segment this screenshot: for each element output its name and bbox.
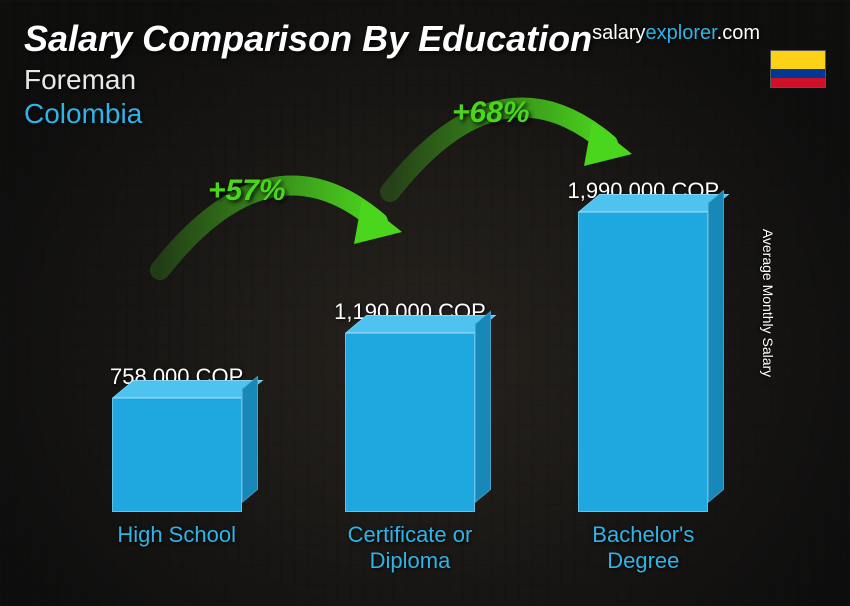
bar-group: 758,000 COPHigh School xyxy=(87,364,267,576)
job-title: Foreman xyxy=(24,64,826,96)
bar-group: 1,190,000 COPCertificate or Diploma xyxy=(320,299,500,576)
y-axis-label: Average Monthly Salary xyxy=(760,229,776,377)
increase-percent-label: +57% xyxy=(208,174,286,208)
bar-front-face xyxy=(578,212,708,512)
colombia-flag-icon xyxy=(770,50,826,88)
bar-top-face xyxy=(345,315,496,333)
bar-side-face xyxy=(475,311,491,503)
flag-stripe-red xyxy=(771,78,825,87)
bar-category-label: High School xyxy=(117,522,236,576)
country-name: Colombia xyxy=(24,98,826,130)
brand-part2: explorer xyxy=(646,22,717,44)
bar-side-face xyxy=(242,376,258,503)
bar-chart: 758,000 COPHigh School 1,190,000 COPCerti… xyxy=(60,150,760,576)
bar-3d xyxy=(578,212,708,512)
brand-logo: salaryexplorer.com xyxy=(592,22,760,45)
bar-front-face xyxy=(112,398,242,512)
brand-part1: salary xyxy=(592,22,645,44)
bar-3d xyxy=(345,333,475,512)
bar-3d xyxy=(112,398,242,512)
bar-side-face xyxy=(708,190,724,503)
bar-group: 1,990,000 COPBachelor's Degree xyxy=(553,178,733,576)
flag-stripe-yellow xyxy=(771,51,825,69)
bar-top-face xyxy=(112,380,263,398)
flag-stripe-blue xyxy=(771,69,825,78)
bar-front-face xyxy=(345,333,475,512)
brand-part3: .com xyxy=(717,22,760,44)
bar-category-label: Bachelor's Degree xyxy=(553,522,733,576)
bar-category-label: Certificate or Diploma xyxy=(320,522,500,576)
